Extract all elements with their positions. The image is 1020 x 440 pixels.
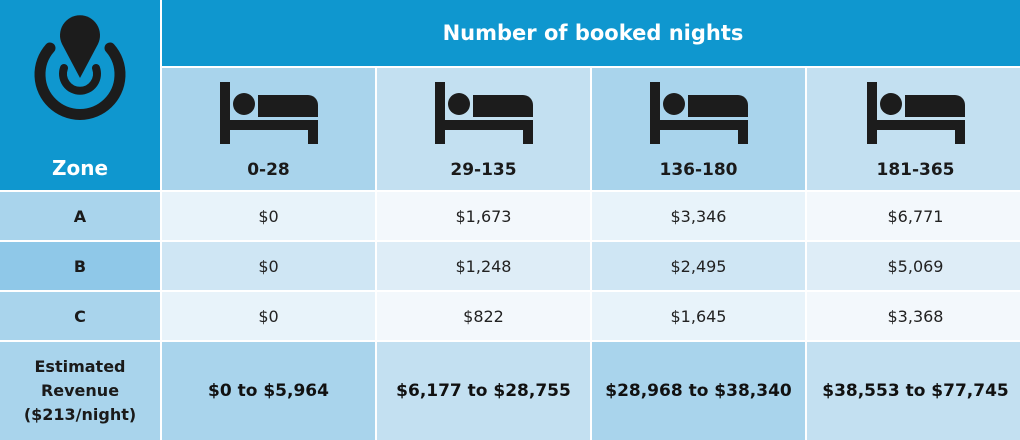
- table-cell: $0: [162, 242, 375, 290]
- zone-header-cell: Zone: [0, 0, 160, 190]
- table-cell: $0: [162, 192, 375, 240]
- bed-icon: [219, 82, 318, 144]
- row-header-zone-a: A: [0, 192, 160, 240]
- column-header-136-180: 136-180: [592, 68, 805, 190]
- table-cell: $0: [162, 292, 375, 340]
- bed-icon: [434, 82, 533, 144]
- table-cell: $1,673: [377, 192, 590, 240]
- table-cell: $6,771: [807, 192, 1020, 240]
- estimated-revenue-cell: $28,968 to $38,340: [592, 342, 805, 440]
- range-label: 181-365: [876, 160, 955, 180]
- estimated-revenue-label-line2: Revenue: [40, 381, 120, 400]
- table-cell: $5,069: [807, 242, 1020, 290]
- estimated-revenue-label: Estimated Revenue ($213/night): [0, 342, 160, 440]
- estimated-revenue-cell: $0 to $5,964: [162, 342, 375, 440]
- location-pin-power-icon: [34, 15, 126, 120]
- estimated-revenue-cell: $6,177 to $28,755: [377, 342, 590, 440]
- table-cell: $3,368: [807, 292, 1020, 340]
- table-cell: $1,645: [592, 292, 805, 340]
- estimated-revenue-label-line3: ($213/night): [23, 405, 137, 424]
- row-header-zone-b: B: [0, 242, 160, 290]
- column-header-181-365: 181-365: [807, 68, 1020, 190]
- bed-icon: [649, 82, 748, 144]
- range-label: 29-135: [450, 160, 517, 180]
- table-title: Number of booked nights: [162, 0, 1020, 66]
- table-cell: $3,346: [592, 192, 805, 240]
- estimated-revenue-cell: $38,553 to $77,745: [807, 342, 1020, 440]
- estimated-revenue-label-line1: Estimated: [34, 357, 126, 376]
- row-header-zone-c: C: [0, 292, 160, 340]
- zone-label: Zone: [51, 156, 109, 180]
- table-cell: $1,248: [377, 242, 590, 290]
- table-cell: $822: [377, 292, 590, 340]
- column-header-29-135: 29-135: [377, 68, 590, 190]
- table-cell: $2,495: [592, 242, 805, 290]
- bed-icon: [866, 82, 965, 144]
- column-header-0-28: 0-28: [162, 68, 375, 190]
- range-label: 0-28: [247, 160, 290, 180]
- range-label: 136-180: [659, 160, 738, 180]
